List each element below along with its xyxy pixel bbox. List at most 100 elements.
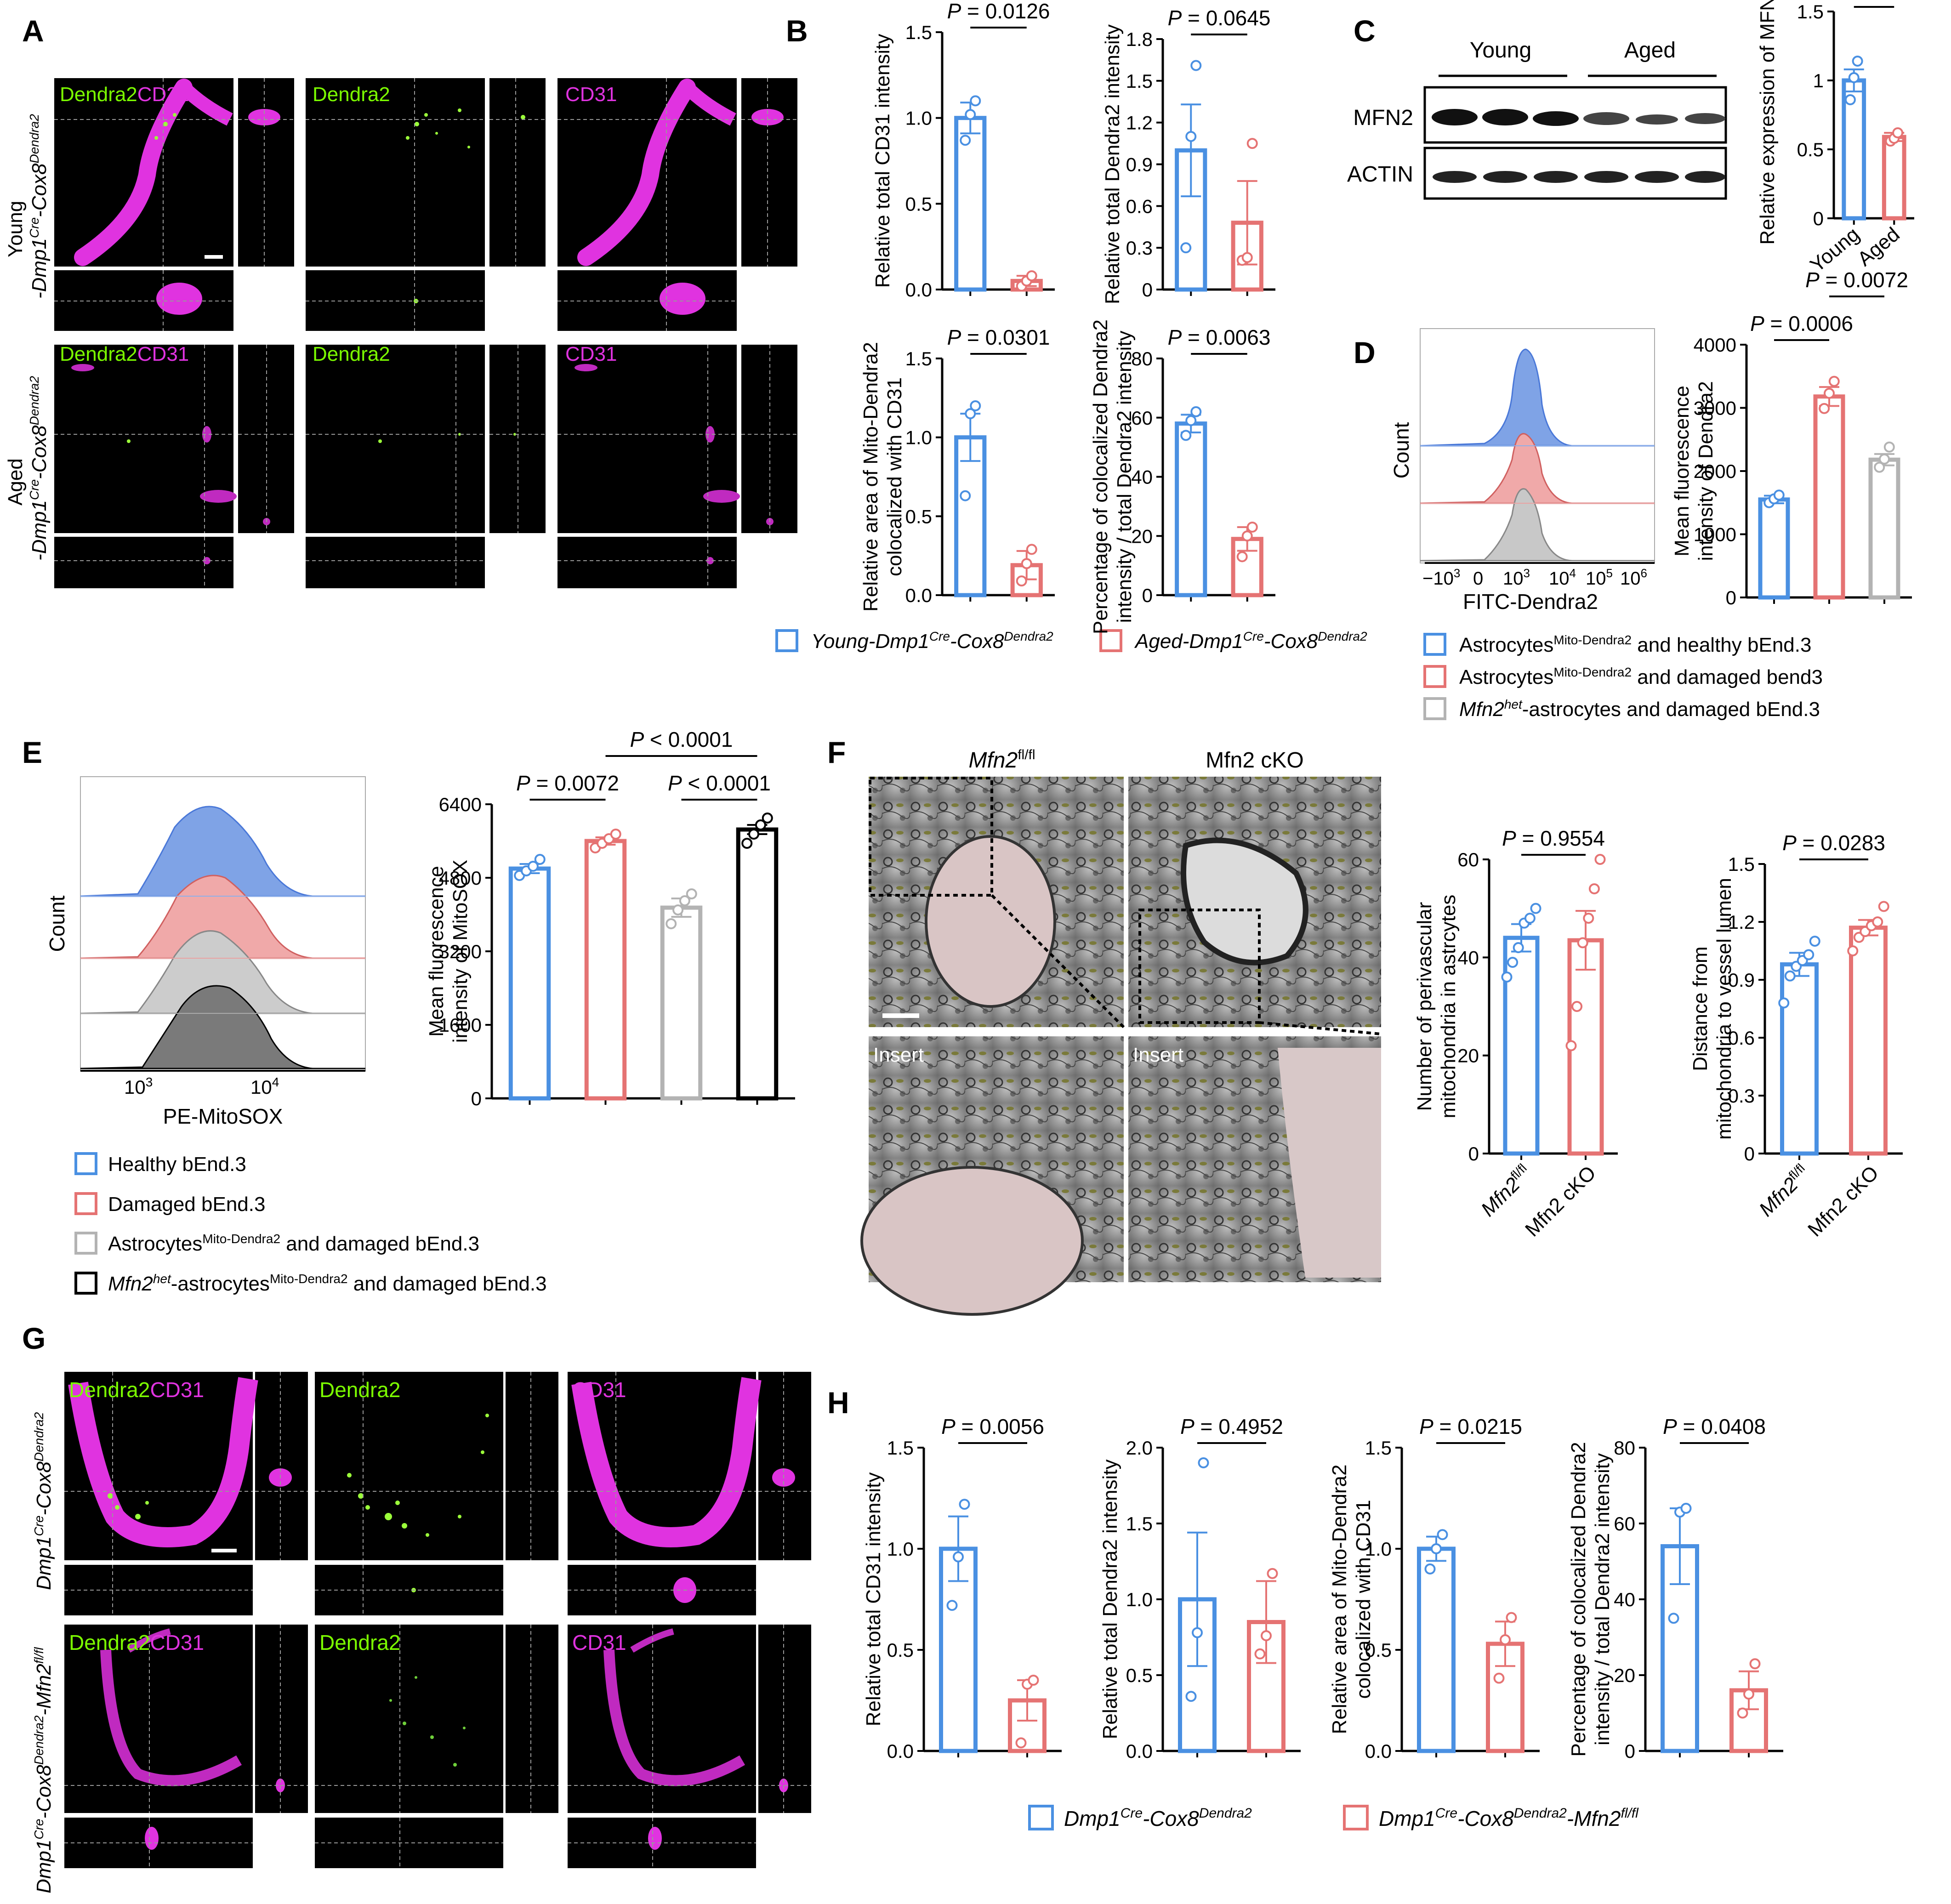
panel-g-bottom-row-label: Dmp1Cre-Cox8Dendra2-Mfn2fl/fl	[32, 1647, 55, 1893]
data-point	[1565, 1040, 1577, 1051]
data-point	[679, 895, 690, 906]
y-tick-label: 0.3	[1126, 237, 1153, 259]
chart-c: 0 0.5 1 1.5 Relative expression of MFN2 P = 0…	[1756, 0, 1925, 277]
y-tick-label: 0	[1744, 1143, 1755, 1165]
svg-text:Young-Dmp1Cre-Cox8Dendra2: Young-Dmp1Cre-Cox8Dendra2	[811, 629, 1053, 653]
bar	[1882, 135, 1906, 221]
svg-text:−103: −103	[1422, 566, 1460, 589]
bar	[660, 905, 703, 1101]
data-point	[1588, 883, 1600, 894]
panel-letter-g: G	[22, 1321, 46, 1355]
data-point	[1848, 72, 1860, 83]
data-point	[1261, 1630, 1272, 1642]
bar	[736, 827, 779, 1101]
y-tick-label: 1.0	[887, 1538, 914, 1560]
x-tick-label: Mfn2 cKO	[1803, 1161, 1883, 1241]
svg-text:Mfn2het-astrocytesMito-Dendra2: Mfn2het-astrocytesMito-Dendra2 and damag…	[108, 1272, 547, 1295]
bar	[1503, 936, 1540, 1156]
y-tick-label: 4800	[439, 867, 482, 889]
data-point	[1026, 270, 1037, 282]
data-point	[1594, 854, 1606, 865]
y-tick-label: 0.0	[887, 1740, 914, 1762]
data-point	[1844, 94, 1856, 105]
panel-f-title-cko: Mfn2 cKO	[1206, 748, 1303, 773]
data-point	[1190, 406, 1202, 417]
data-point	[1883, 441, 1895, 453]
panel-f-title-fl: Mfn2fl/fl	[968, 747, 1035, 773]
panel-a-young-dendra2-label: Dendra2	[313, 83, 390, 106]
x-tick-label: Mfn2fl/fl	[1476, 1161, 1536, 1221]
bar	[1175, 421, 1207, 597]
data-point	[1668, 1613, 1679, 1624]
bar	[1868, 457, 1900, 600]
panel-letter-h: H	[827, 1386, 849, 1420]
data-point	[1431, 1543, 1442, 1554]
y-tick-label: 80	[1131, 348, 1153, 369]
y-tick-label: 0	[1142, 585, 1153, 606]
chart-f2: 0 0.3 0.6 0.9 1.2 1.5 Distance frommitochondri…	[1689, 831, 1903, 1165]
data-point	[960, 490, 971, 501]
data-point	[1180, 430, 1192, 441]
y-tick-label: 0.0	[1365, 1740, 1392, 1762]
panel-f-insert-label-1: Insert	[873, 1044, 924, 1066]
y-tick-label: 2000	[1694, 460, 1736, 482]
y-tick-label: 0.5	[905, 506, 932, 527]
panel-g-crosshairs	[64, 1372, 811, 1868]
y-axis-label: Relative area of Mito-Dendra2colocalized…	[1328, 1465, 1375, 1734]
data-point	[1500, 1634, 1511, 1645]
bar	[954, 116, 987, 292]
svg-text:103: 103	[1503, 566, 1530, 589]
y-tick-label: 20	[1457, 1045, 1479, 1067]
data-point	[1828, 375, 1840, 387]
y-tick-label: 3000	[1694, 398, 1736, 419]
p-value-label: P = 0.0072	[516, 771, 619, 795]
panel-e-ylabel: Count	[45, 895, 69, 952]
data-point	[1185, 1691, 1197, 1702]
panel-a-aged-cd31-label: CD31	[565, 343, 617, 365]
y-tick-label: 40	[1614, 1589, 1635, 1610]
data-point	[1246, 138, 1258, 149]
y-tick-label: 1.5	[887, 1437, 914, 1459]
p-value-label: P = 0.4952	[1180, 1415, 1283, 1438]
panel-letter-a: A	[22, 14, 44, 48]
panel-a-aged-dendra2-label: Dendra2	[313, 343, 390, 365]
y-tick-label: 6400	[439, 794, 482, 815]
x-tick-label: Mfn2 cKO	[1521, 1161, 1600, 1241]
svg-text:AstrocytesMito-Dendra2 and da: AstrocytesMito-Dendra2 and damaged bEnd.…	[108, 1232, 479, 1255]
p-value-label: P = 0.0408	[1663, 1415, 1766, 1438]
data-point	[1784, 970, 1796, 982]
p-value-label: P = 0.0063	[1168, 325, 1271, 349]
data-point	[1493, 1672, 1505, 1684]
svg-text:Dmp1Cre-Cox8Dendra2-Mfn2fl/fl: Dmp1Cre-Cox8Dendra2-Mfn2fl/fl	[1379, 1806, 1639, 1830]
data-point	[1749, 1658, 1761, 1670]
panel-letter-e: E	[22, 735, 42, 769]
data-point	[534, 854, 546, 865]
data-point	[1852, 56, 1863, 67]
chart-h3: 0.0 0.5 1.0 1.5 Relative area of Mito-Dendra…	[1328, 1415, 1540, 1762]
blot-label-mfn2: MFN2	[1353, 106, 1413, 130]
y-tick-label: 1000	[1694, 524, 1736, 546]
svg-text:104: 104	[250, 1075, 279, 1098]
p-value-label: P = 0.0006	[1750, 312, 1853, 335]
data-point	[1506, 1612, 1517, 1623]
y-tick-label: 2.0	[1126, 1437, 1153, 1459]
data-point	[1185, 415, 1197, 426]
panel-g-top-row-label: Dmp1Cre-Cox8Dendra2	[32, 1412, 55, 1590]
data-point	[1773, 489, 1785, 501]
y-axis-label: Relative total CD31 intensity	[862, 1472, 885, 1727]
y-axis-label: Relative total Dendra2 intensity	[1101, 24, 1124, 304]
y-tick-label: 0.9	[1728, 969, 1755, 991]
y-tick-label: 40	[1457, 947, 1479, 968]
data-point	[1241, 530, 1253, 542]
data-point	[1878, 901, 1889, 912]
data-point	[959, 1499, 970, 1510]
svg-text:104: 104	[1549, 566, 1576, 589]
p-value-label: P = 0.0283	[1782, 831, 1885, 855]
y-tick-label: 60	[1457, 849, 1479, 870]
x-tick-label: Mfn2fl/fl	[1754, 1161, 1814, 1221]
svg-text:AstrocytesMito-Dendra2 and dam: AstrocytesMito-Dendra2 and damaged bend3	[1459, 665, 1823, 688]
p-value-label: P < 0.0001	[668, 771, 771, 795]
x-tick-label: Aged	[1853, 223, 1904, 271]
